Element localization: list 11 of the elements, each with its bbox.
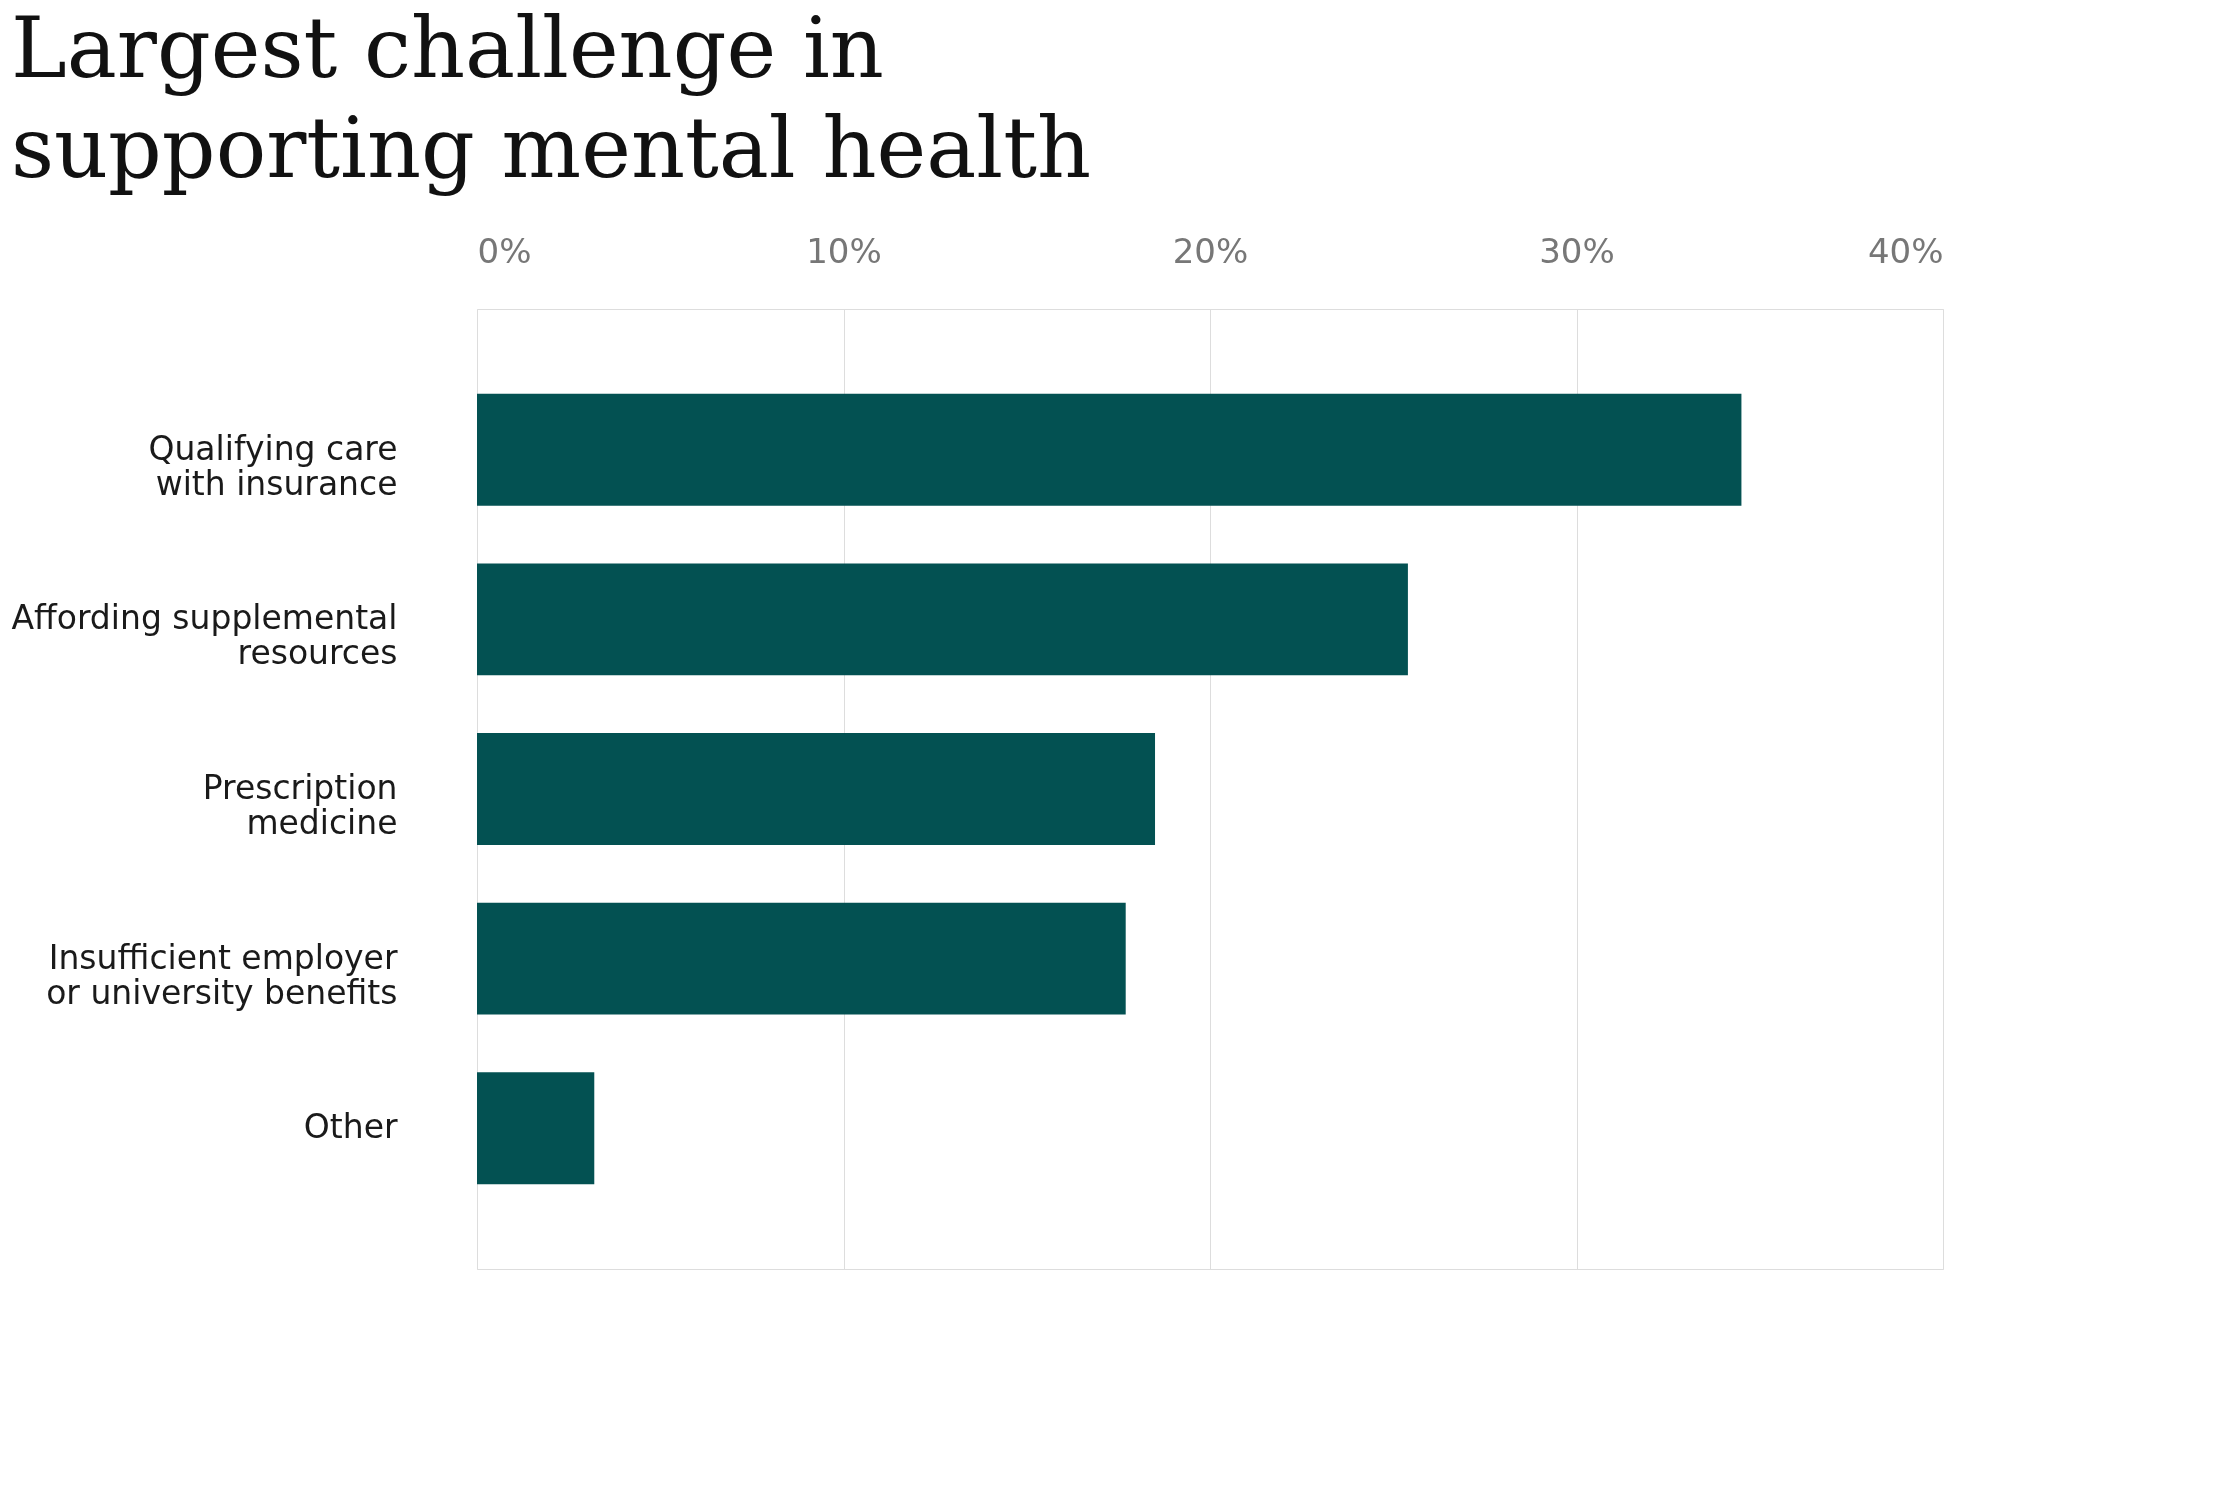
chart-title: Largest challenge in supporting mental health — [10, 0, 1092, 197]
x-tick-label: 30% — [1539, 230, 1615, 271]
y-tick-label: Qualifying care with insurance — [148, 428, 398, 503]
x-tick-label: 0% — [477, 230, 532, 271]
y-tick-label: Affording supplemental resources — [11, 598, 398, 673]
x-tick-label: 40% — [1867, 230, 1944, 271]
y-tick-label: Prescription medicine — [202, 768, 398, 842]
x-tick-label: 10% — [806, 230, 882, 271]
x-tick-label: 20% — [1172, 230, 1249, 271]
y-tick-label: Other — [303, 1107, 398, 1147]
y-tick-label: Insufficient employer or university benefits — [46, 937, 398, 1012]
